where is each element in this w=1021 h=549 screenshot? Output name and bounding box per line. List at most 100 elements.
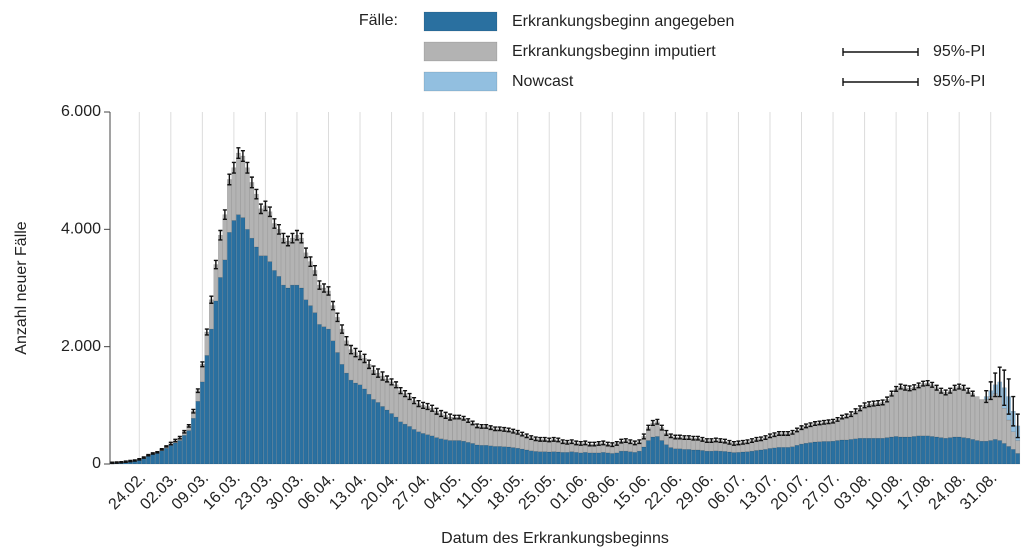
bar <box>177 440 183 465</box>
error-bar <box>934 384 939 391</box>
bar <box>222 259 228 465</box>
bar <box>1015 453 1021 465</box>
error-bar <box>763 435 768 441</box>
error-bar <box>912 384 917 391</box>
bar <box>465 420 471 443</box>
bar <box>830 420 836 442</box>
bar <box>880 402 885 439</box>
error-bar <box>677 434 682 440</box>
bar <box>141 457 147 465</box>
bar <box>434 411 439 438</box>
bar <box>934 436 939 465</box>
error-bar <box>407 392 412 401</box>
legend-interval <box>842 78 919 86</box>
bar <box>339 328 345 365</box>
error-bar <box>695 435 700 441</box>
bar <box>542 451 548 465</box>
error-bar <box>299 232 304 244</box>
bar <box>848 439 854 465</box>
bar <box>772 447 777 465</box>
bar <box>853 411 858 439</box>
bar <box>938 390 944 438</box>
bar <box>470 443 475 465</box>
error-bar <box>610 442 615 448</box>
bar <box>880 437 885 465</box>
bar <box>339 364 345 465</box>
bar <box>245 167 250 230</box>
bar <box>308 261 313 306</box>
error-bar <box>389 378 394 386</box>
bar <box>470 422 475 444</box>
bar <box>285 240 291 289</box>
error-bar <box>245 161 250 174</box>
error-bar <box>182 429 187 434</box>
bar <box>857 408 863 439</box>
bar <box>524 449 530 465</box>
bar <box>380 406 385 465</box>
y-tick-label: 0 <box>92 455 101 472</box>
error-bar <box>547 437 552 443</box>
bar <box>758 449 764 465</box>
error-bar <box>614 441 619 446</box>
error-bar <box>425 402 430 411</box>
error-bar <box>254 188 259 200</box>
bar <box>384 378 390 411</box>
bar <box>902 436 908 465</box>
error-bar <box>560 439 565 445</box>
bar <box>456 440 462 465</box>
bar <box>389 381 394 414</box>
bar <box>582 452 588 465</box>
bar <box>1015 440 1021 454</box>
bar <box>258 208 264 256</box>
bar <box>623 450 629 465</box>
error-bar <box>227 173 232 186</box>
bar <box>862 405 867 439</box>
error-bar <box>394 381 399 389</box>
error-bar <box>939 387 944 394</box>
error-bar <box>961 384 966 391</box>
bar <box>438 413 444 439</box>
error-bar <box>321 283 327 293</box>
bar <box>479 445 484 465</box>
error-bar <box>385 375 390 383</box>
bar <box>835 440 840 465</box>
bar <box>474 444 480 465</box>
error-bar <box>785 431 791 436</box>
bar <box>979 399 985 442</box>
bar <box>763 449 768 465</box>
bar <box>961 437 966 465</box>
bar <box>240 155 246 218</box>
error-bar <box>240 150 245 162</box>
error-bar <box>430 404 435 412</box>
bar <box>718 450 723 465</box>
error-bar <box>704 438 709 443</box>
error-bar <box>497 426 502 432</box>
legend-label: Erkrankungsbeginn imputiert <box>512 43 716 60</box>
error-bar <box>718 438 723 443</box>
bar <box>722 451 728 465</box>
error-bar <box>650 419 655 426</box>
bar <box>866 403 872 439</box>
bar <box>272 270 277 465</box>
bar <box>492 428 498 447</box>
bar <box>209 328 214 465</box>
error-bar <box>114 461 119 464</box>
error-bar <box>258 203 263 215</box>
bar <box>573 452 579 465</box>
error-bar <box>146 453 151 457</box>
bar <box>902 387 908 438</box>
error-bar <box>533 436 538 442</box>
bar <box>551 451 557 465</box>
bar <box>844 415 849 441</box>
bar <box>956 386 962 438</box>
bar <box>362 388 367 465</box>
bar <box>407 426 412 465</box>
error-bar <box>281 232 286 244</box>
bar <box>614 452 620 465</box>
error-bar <box>799 425 804 431</box>
error-bar <box>506 427 511 433</box>
bar <box>497 428 502 447</box>
bar <box>263 255 268 465</box>
error-bar <box>222 209 227 221</box>
